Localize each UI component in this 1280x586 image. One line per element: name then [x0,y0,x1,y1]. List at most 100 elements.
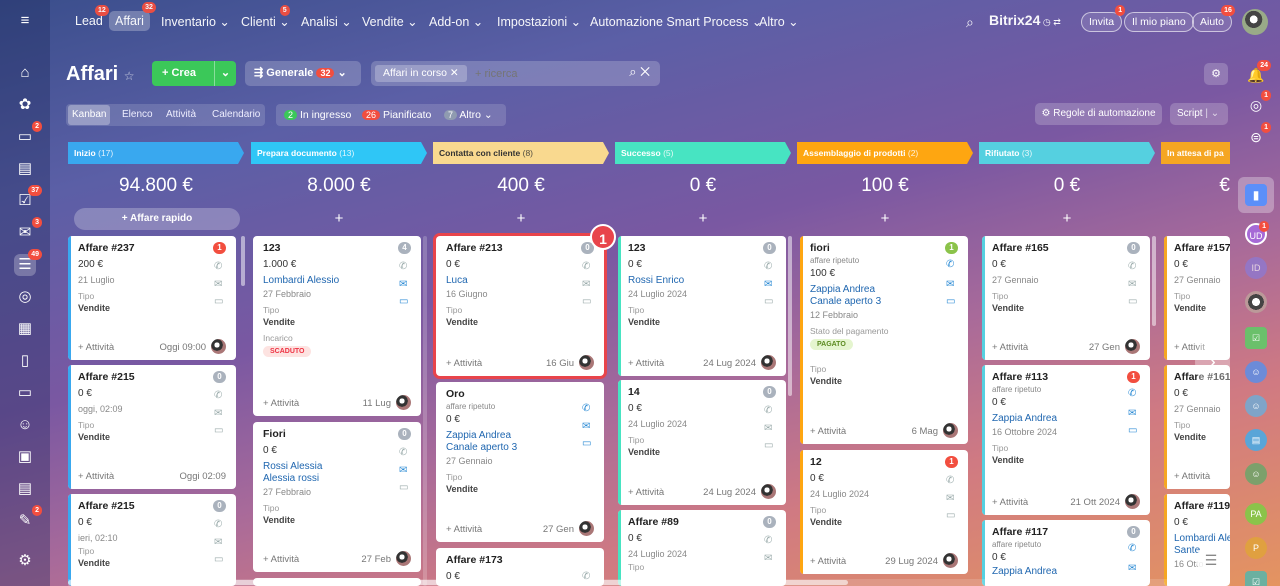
deal-card[interactable]: Affare #173 0 € ✆ [436,548,604,586]
column-header[interactable]: Prepara documento (13) [251,142,427,164]
contact-link[interactable]: Zappia Andrea [446,430,512,441]
deal-title[interactable]: 123 [628,242,646,254]
add-activity-link[interactable]: + Attività [446,358,483,369]
add-activity-link[interactable]: + Attività [78,342,115,353]
chat-icon[interactable]: ▭ [946,510,956,521]
script-button[interactable]: Script | ⌄ [1170,103,1228,125]
nav-addon[interactable]: Add-on ⌄ [429,15,484,29]
deal-card[interactable]: Affare #157 0 € 27 Gennaio Tipo Vendite … [1164,236,1230,360]
add-activity-link[interactable]: + Attività [1174,471,1211,482]
deal-title[interactable]: 123 [263,242,281,254]
horizontal-scrollbar[interactable] [68,579,1230,586]
add-deal-button[interactable]: + [516,210,526,227]
mail-icon[interactable]: ✉ [582,279,591,290]
add-activity-link[interactable]: + Attività [992,342,1029,353]
quick-add-button[interactable]: + Affare rapido [74,208,240,230]
add-activity-link[interactable]: + Attività [810,426,847,437]
phone-icon[interactable]: ✆ [399,261,408,272]
deal-title[interactable]: Affare #237 [78,242,135,254]
copilot-icon[interactable]: ◎ 1 [1245,90,1271,116]
nav-clienti[interactable]: Clienti ⌄ 5 [241,5,290,29]
approvals-icon[interactable]: ✎ 2 [14,505,42,532]
mail-icon[interactable]: ✉ [1128,563,1137,574]
filter-search-bar[interactable]: Affari in corso ✕ ⌕ ✕ [371,61,660,86]
deal-title[interactable]: Affare #161 [1174,371,1230,383]
column-scrollbar[interactable] [1152,236,1156,326]
contact-link[interactable]: Lombardi Ale [1174,533,1230,544]
contact-link[interactable]: Lombardi Alessio [263,275,340,286]
deal-title[interactable]: 12 [810,456,822,468]
contact-link[interactable]: Rossi Alessia [263,461,323,472]
add-activity-link[interactable]: + Attività [628,487,665,498]
mail-icon[interactable]: ✉ [214,279,223,290]
chat-icon[interactable]: ▭ [214,425,224,436]
column-header[interactable]: Successo (5) [615,142,791,164]
bookmark-icon[interactable]: ▮ [1245,184,1267,206]
tab-elenco[interactable]: Elenco [122,109,153,120]
messages-icon[interactable]: ⊜ 1 [1245,122,1271,148]
star-icon[interactable]: ☆ [123,69,135,83]
tasks-icon[interactable]: ☑ [1245,571,1267,586]
search-input[interactable] [475,65,605,82]
drive-icon[interactable]: ▯ [20,352,30,369]
phone-icon[interactable]: ✆ [214,261,223,272]
deal-card-highlighted[interactable]: Affare #213 0 0 € Luca 16 Giugno Tipo Ve… [436,236,604,376]
deal-card[interactable]: Affare #215 0 0 € oggi, 02:09 Tipo Vendi… [68,365,236,489]
deal-title[interactable]: Affare #157 [1174,242,1230,254]
column-header[interactable]: Contatta con cliente (8) [433,142,609,164]
deal-card[interactable]: 123 4 1.000 € Lombardi Alessio 27 Febbra… [253,236,421,416]
chat-icon[interactable]: ▭ [764,296,774,307]
contacts-icon[interactable]: ☺ [17,416,33,433]
mail-icon[interactable]: ✉ [946,493,955,504]
deal-card[interactable]: 12 1 0 € 24 Luglio 2024 Tipo Vendite ✆ ✉… [800,450,968,574]
chat-icon[interactable]: ▭ [1128,425,1138,436]
deal-card[interactable]: Affare #215 0 0 € ieri, 02:10 Tipo Vendi… [68,494,236,586]
avatar[interactable] [1245,291,1267,313]
nav-impostazioni[interactable]: Impostazioni ⌄ [497,15,582,29]
search-icon[interactable]: ⌕ ✕ [629,64,650,79]
menu-icon[interactable]: ≡ [20,12,30,29]
tab-calendario[interactable]: Calendario [212,109,261,120]
contact-link[interactable]: Zappia Andrea [992,566,1058,577]
nav-lead[interactable]: Lead 12 [75,5,109,28]
deal-card[interactable]: Affare #237 1 200 € 21 Luglio Tipo Vendi… [68,236,236,360]
group-chat-icon[interactable]: ☺ [1245,463,1267,485]
add-activity-link[interactable]: + Attività [628,358,665,369]
plan-button[interactable]: Il mio piano [1124,12,1194,32]
counter-incoming[interactable]: 2 In ingresso [284,104,351,126]
add-activity-link[interactable]: + Attività [263,554,300,565]
phone-icon[interactable]: ✆ [399,447,408,458]
group-chat-icon[interactable]: ☑ [1245,327,1267,349]
contact-link[interactable]: Canale aperto 3 [810,296,882,307]
mail-icon[interactable]: ✉ [399,279,408,290]
nav-analisi[interactable]: Analisi ⌄ [301,15,352,29]
deal-title[interactable]: Fiori [263,428,286,440]
crm-icon[interactable]: ☰ 49 [14,249,42,276]
deal-title[interactable]: Affare #117 [992,526,1049,538]
deal-title[interactable]: Affare #213 [446,242,503,254]
deal-card[interactable]: Oro affare ripetuto 0 € Zappia Andrea Ca… [436,382,604,542]
phone-icon[interactable]: ✆ [582,403,591,414]
tasks-icon[interactable]: ☑ 37 [14,185,42,212]
user-avatar[interactable] [1242,9,1268,35]
counter-other[interactable]: 7 Altro ⌄ [444,104,493,126]
add-activity-link[interactable]: + Attività [446,524,483,535]
search-icon[interactable]: ⌕ [966,14,974,30]
group-chat-icon[interactable]: ☺ [1245,361,1267,383]
column-scrollbar[interactable] [241,236,245,286]
nav-inventario[interactable]: Inventario ⌄ [161,15,230,29]
notifications-icon[interactable]: 🔔 24 [1245,60,1271,86]
deal-card[interactable]: Affare #89 0 0 € 24 Luglio 2024 Tipo ✆ ✉ [618,510,786,586]
contact-link[interactable]: Alessia rossi [263,473,320,484]
add-deal-button[interactable]: + [334,210,344,227]
add-activity-link[interactable]: + Attività [810,556,847,567]
deal-card[interactable]: fiori 1 affare ripetuto 100 € Zappia And… [800,236,968,444]
help-button[interactable]: Aiuto 16 [1192,5,1235,32]
phone-icon[interactable]: ✆ [1128,261,1137,272]
nav-vendite[interactable]: Vendite ⌄ [362,15,418,29]
group-chat-icon[interactable]: ☺ [1245,395,1267,417]
mail-icon[interactable]: ✉ [399,465,408,476]
mail-icon[interactable]: ✉ [582,421,591,432]
deal-title[interactable]: Affare #215 [78,371,135,383]
column-header[interactable]: Rifiutato (3) [979,142,1155,164]
